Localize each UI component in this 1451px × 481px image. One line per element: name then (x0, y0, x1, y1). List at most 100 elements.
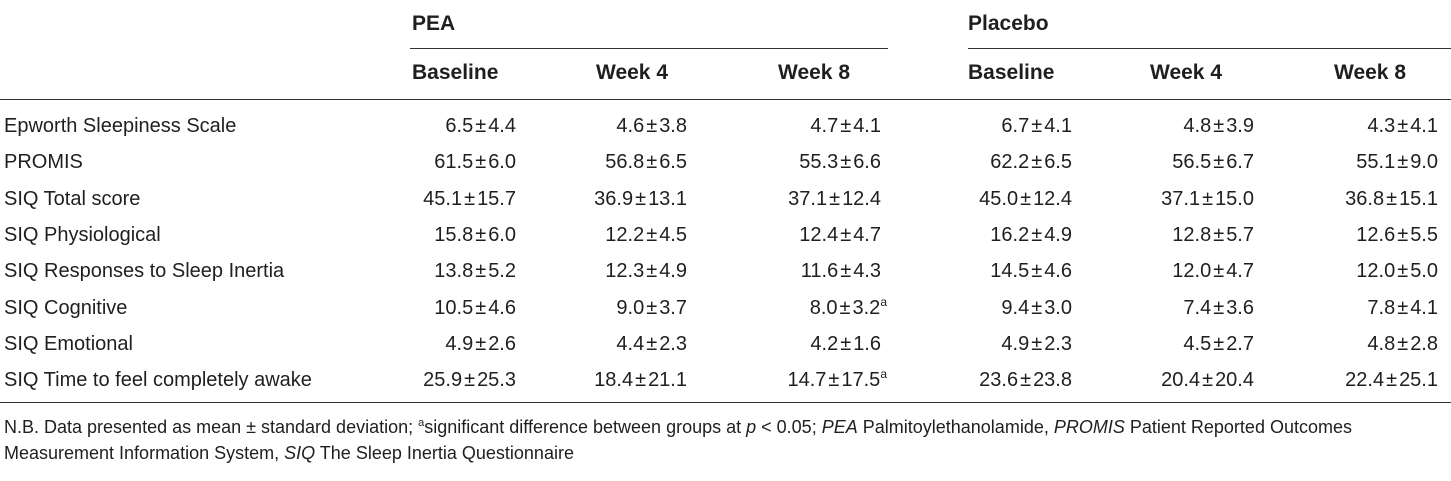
table-cell: 4.8 ±2.8 (1367, 333, 1438, 356)
cell-mean: 55.1 (1356, 151, 1396, 174)
cell-mean: 36.8 (1345, 187, 1385, 210)
table-cell: 12.4 ±4.7 (799, 224, 881, 247)
table-row: SIQ Emotional 4.9 ±2.6 4.4 ±2.3 4.2 ±1.6 4.9 ±2.… (0, 333, 1451, 369)
table-cell: 8.0 ±3.2a (810, 294, 887, 320)
cell-mean: 4.9 (445, 332, 474, 355)
cell-sd: 20.4 (1215, 369, 1254, 392)
cell-mean: 55.3 (799, 151, 839, 174)
cell-mean: 10.5 (434, 296, 474, 319)
cell-mean: 18.4 (594, 369, 634, 392)
table-cell: 12.2 ±4.5 (605, 224, 687, 247)
cell-sd: 6.6 (853, 151, 881, 174)
cell-sd: 6.7 (1226, 151, 1254, 174)
column-header-pea-week4: Week 4 (596, 61, 668, 84)
plus-minus-symbol: ± (1202, 187, 1214, 210)
plus-minus-symbol: ± (1213, 296, 1225, 319)
footnote-text: significant difference between groups at (424, 417, 747, 437)
footnote-abbr-promis: PROMIS (1053, 417, 1125, 437)
table-bottom-rule (0, 402, 1451, 403)
cell-mean: 7.4 (1183, 296, 1212, 319)
table-cell: 6.5 ±4.4 (445, 115, 516, 138)
table-cell: 4.8 ±3.9 (1183, 115, 1254, 138)
row-label: SIQ Physiological (4, 223, 161, 246)
footnote-superscript: a (418, 417, 425, 429)
cell-sd: 4.6 (1044, 260, 1072, 283)
table-cell: 4.3 ±4.1 (1367, 115, 1438, 138)
cell-sd: 3.9 (1226, 115, 1254, 137)
plus-minus-symbol: ± (1031, 151, 1043, 174)
footnote-p-symbol: p (746, 417, 757, 437)
cell-mean: 62.2 (990, 151, 1030, 174)
cell-sd: 3.8 (659, 115, 687, 137)
plus-minus-symbol: ± (464, 369, 476, 392)
plus-minus-symbol: ± (1213, 151, 1225, 174)
plus-minus-symbol: ± (840, 151, 852, 174)
plus-minus-symbol: ± (1386, 187, 1398, 210)
plus-minus-symbol: ± (1031, 115, 1043, 137)
table-cell: 7.4 ±3.6 (1183, 297, 1254, 320)
table-cell: 13.8 ±5.2 (434, 260, 516, 283)
significance-superscript: a (880, 294, 887, 309)
table-cell: 14.7 ±17.5a (787, 368, 887, 392)
cell-mean: 4.8 (1183, 115, 1212, 137)
table-cell: 10.5 ±4.6 (434, 297, 516, 320)
cell-sd: 4.7 (1226, 260, 1254, 283)
table-cell: 7.8 ±4.1 (1367, 297, 1438, 320)
row-label: SIQ Emotional (4, 332, 133, 355)
plus-minus-symbol: ± (1213, 260, 1225, 283)
column-header-placebo-week4: Week 4 (1150, 61, 1222, 84)
cell-sd: 4.3 (853, 260, 881, 283)
table-cell: 4.9 ±2.6 (445, 333, 516, 356)
cell-sd: 6.0 (488, 223, 516, 246)
cell-mean: 12.6 (1356, 223, 1396, 246)
table-cell: 62.2 ±6.5 (990, 151, 1072, 174)
cell-sd: 15.1 (1399, 187, 1438, 210)
cell-mean: 45.1 (423, 187, 463, 210)
cell-mean: 4.6 (616, 115, 645, 137)
cell-mean: 12.0 (1172, 260, 1212, 283)
cell-mean: 15.8 (434, 223, 474, 246)
cell-sd: 12.4 (842, 187, 881, 210)
table-cell: 9.4 ±3.0 (1001, 297, 1072, 320)
cell-mean: 25.9 (423, 369, 463, 392)
cell-mean: 4.4 (616, 332, 645, 355)
table-row: Epworth Sleepiness Scale 6.5 ±4.4 4.6 ±3.8 4.… (0, 115, 1451, 151)
placebo-group-rule (968, 48, 1451, 49)
plus-minus-symbol: ± (1031, 332, 1043, 355)
plus-minus-symbol: ± (1397, 115, 1409, 137)
cell-sd: 4.1 (1044, 115, 1072, 137)
row-label: PROMIS (4, 151, 83, 174)
cell-mean: 4.3 (1367, 115, 1396, 137)
row-label: SIQ Total score (4, 187, 141, 210)
row-label: Epworth Sleepiness Scale (4, 115, 237, 137)
cell-mean: 56.8 (605, 151, 645, 174)
cell-sd: 3.6 (1226, 296, 1254, 319)
plus-minus-symbol: ± (1213, 115, 1225, 137)
table-cell: 4.9 ±2.3 (1001, 333, 1072, 356)
table-cell: 55.3 ±6.6 (799, 151, 881, 174)
plus-minus-symbol: ± (475, 115, 487, 137)
table-cell: 4.4 ±2.3 (616, 333, 687, 356)
cell-sd: 1.6 (853, 332, 881, 355)
cell-sd: 12.4 (1033, 187, 1072, 210)
column-header-placebo-week8: Week 8 (1334, 61, 1406, 84)
cell-mean: 36.9 (594, 187, 634, 210)
cell-sd: 13.1 (648, 187, 687, 210)
row-label: SIQ Time to feel completely awake (4, 369, 312, 392)
cell-mean: 61.5 (434, 151, 474, 174)
table-cell: 4.6 ±3.8 (616, 115, 687, 138)
cell-sd: 5.0 (1410, 260, 1438, 283)
cell-sd: 3.7 (659, 296, 687, 319)
table-row: SIQ Time to feel completely awake 25.9 ±25… (0, 368, 1451, 405)
plus-minus-symbol: ± (1397, 151, 1409, 174)
table-cell: 16.2 ±4.9 (990, 224, 1072, 247)
table-cell: 56.5 ±6.7 (1172, 151, 1254, 174)
table-cell: 9.0 ±3.7 (616, 297, 687, 320)
table-cell: 14.5 ±4.6 (990, 260, 1072, 283)
cell-mean: 56.5 (1172, 151, 1212, 174)
cell-sd: 4.5 (659, 223, 687, 246)
table-cell: 36.8 ±15.1 (1345, 188, 1438, 211)
cell-sd: 6.0 (488, 151, 516, 174)
cell-mean: 4.7 (810, 115, 839, 137)
cell-mean: 4.8 (1367, 332, 1396, 355)
